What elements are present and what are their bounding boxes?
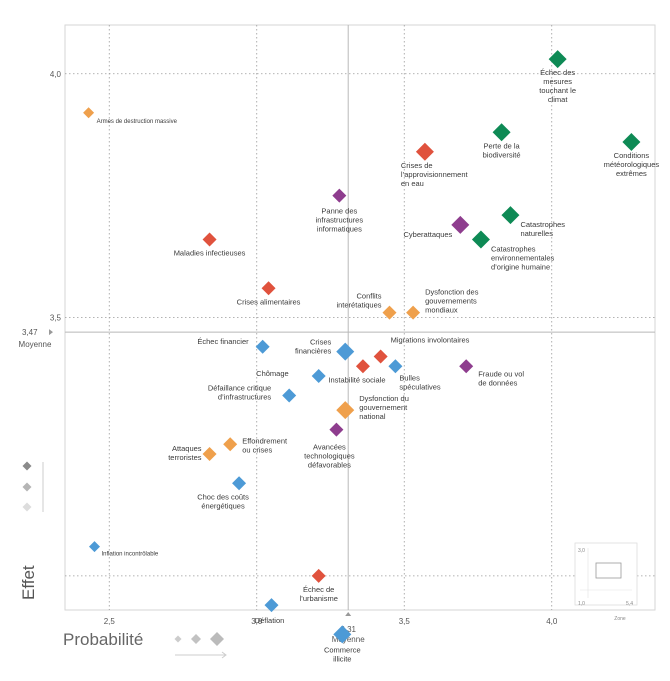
label-choc-des-couts-energetiques: Choc des coûts énergétiques xyxy=(197,492,249,510)
effect-legend-diamond xyxy=(22,482,32,492)
point-defaillance-critique-d-infrastructures[interactable] xyxy=(282,388,297,403)
point-conditions-meteorologiques-extremes[interactable] xyxy=(622,133,641,151)
label-catastrophes-naturelles: Catastrophes naturelles xyxy=(520,220,565,238)
label-crises-alimentaires: Crises alimentaires xyxy=(237,297,301,306)
point-echec-de-l-urbanisme[interactable] xyxy=(311,568,326,583)
point-maladies-infectieuses[interactable] xyxy=(202,232,217,247)
zone-inset-x-label: 5,4 xyxy=(626,601,633,607)
grid-layer xyxy=(64,24,656,611)
point-migrations-involontaires[interactable] xyxy=(373,349,388,364)
effect-legend-diamond xyxy=(22,502,32,512)
point-echec-financier[interactable] xyxy=(255,339,270,354)
label-fraude-ou-vol-de-donnees: Fraude ou vol de données xyxy=(478,369,524,387)
point-attaques-terroristes[interactable] xyxy=(202,447,217,461)
label-echec-des-mesures-touchant-le-climat: Échec des mesures touchant le climat xyxy=(539,68,576,104)
y-mean-value: 3,47 xyxy=(22,328,38,337)
probability-legend-diamond xyxy=(191,634,201,644)
point-catastrophes-naturelles[interactable] xyxy=(501,206,520,225)
point-fraude-ou-vol-de-donnees[interactable] xyxy=(459,359,474,374)
x-tick-label: 3,0 xyxy=(251,617,263,626)
label-bulles-speculatives: Bulles spéculatives xyxy=(399,373,441,391)
point-bulles-speculatives[interactable] xyxy=(388,359,403,374)
label-crises-de-l-approvisionnement-en-eau: Crises de l’approvisionnement en eau xyxy=(401,161,469,188)
label-dysfonction-des-gouvernements-mondiaux: Dysfonction des gouvernements mondiaux xyxy=(425,288,479,315)
zone-inset-y-label: 3,0 xyxy=(578,548,585,554)
label-cyberattaques: Cyberattaques xyxy=(404,230,453,239)
label-echec-de-l-urbanisme: Échec de l’urbanisme xyxy=(300,585,338,603)
label-conditions-meteorologiques-extremes: Conditions météorologiques extrêmes xyxy=(604,151,660,178)
zone-inset xyxy=(574,542,638,606)
label-instabilite-sociale: Instabilité sociale xyxy=(328,375,385,384)
label-perte-de-la-biodiversite: Perte de la biodiversité xyxy=(483,141,521,159)
label-conflits-interetatiques: Conflits interétatiques xyxy=(336,292,381,310)
zone-inset-window xyxy=(595,562,622,579)
point-crises-de-l-approvisionnement-en-eau[interactable] xyxy=(415,142,434,161)
label-panne-des-infrastructures-informatiques: Panne des infrastructures informatiques xyxy=(316,207,364,234)
label-inflation-incontrolable: Inflation incontrôlable xyxy=(102,552,159,558)
label-maladies-infectieuses: Maladies infectieuses xyxy=(174,249,246,258)
label-catastrophes-environnementales-d-origine-humaine: Catastrophes environnementales d’origine h… xyxy=(491,245,555,272)
zone-inset-caption: Zone xyxy=(614,616,626,622)
x-mean-arrow-icon xyxy=(345,612,352,616)
data-points xyxy=(83,50,641,644)
label-migrations-involontaires: Migrations involontaires xyxy=(391,336,470,345)
data-labels: Échec des mesures touchant le climat Conditi… xyxy=(97,68,660,663)
point-crises-alimentaires[interactable] xyxy=(261,281,276,296)
point-armes-de-destruction-massive[interactable] xyxy=(83,107,95,119)
x-tick-label: 3,5 xyxy=(399,617,411,626)
zone-inset-y-label: 1,0 xyxy=(578,601,585,607)
y-axis-title: Effet xyxy=(19,565,38,600)
point-perte-de-la-biodiversite[interactable] xyxy=(492,123,511,142)
point-dysfonction-du-gouvernement-national[interactable] xyxy=(336,401,355,420)
legends: Effet Probabilité 3,0 1,0 5,4 Zone xyxy=(19,461,638,659)
label-echec-financier: Échec financier xyxy=(197,337,249,346)
label-chomage: Chômage xyxy=(256,369,289,378)
point-echec-des-mesures-touchant-le-climat[interactable] xyxy=(548,50,567,69)
y-tick-label: 4,0 xyxy=(50,70,62,79)
label-deflation: Déflation xyxy=(255,616,285,625)
point-avancees-technologiques-defavorables[interactable] xyxy=(329,422,344,437)
y-tick-label: 3,5 xyxy=(50,314,62,323)
point-commerce-illicite[interactable] xyxy=(333,625,352,644)
point-effondrement-ou-crises[interactable] xyxy=(223,437,238,452)
effect-legend-diamond xyxy=(22,461,32,471)
point-catastrophes-environnementales-d-origine-humaine[interactable] xyxy=(471,230,490,249)
point-panne-des-infrastructures-informatiques[interactable] xyxy=(332,188,347,203)
probability-legend-diamond xyxy=(174,635,182,643)
label-crises-financieres: Crises financières xyxy=(295,338,332,356)
x-tick-label: 2,5 xyxy=(104,617,116,626)
point-choc-des-couts-energetiques[interactable] xyxy=(232,476,247,491)
x-tick-label: 4,0 xyxy=(546,617,558,626)
point-conflits-interetatiques[interactable] xyxy=(382,305,397,320)
label-defaillance-critique-d-infrastructures: Défaillance critique d’infrastructures xyxy=(208,384,272,402)
probability-legend-arrow-icon xyxy=(221,651,227,659)
x-mean-caption: Moyenne xyxy=(332,635,365,644)
tick-labels: 2,5 3,0 3,5 4,0 3,5 4,0 xyxy=(50,70,558,626)
probability-legend-diamond xyxy=(210,632,224,646)
label-attaques-terroristes: Attaques terroristes xyxy=(168,444,202,462)
label-avancees-technologiques-defavorables: Avancées technologiques défavorables xyxy=(304,443,355,470)
point-dysfonction-des-gouvernements-mondiaux[interactable] xyxy=(406,305,421,320)
point-crises-financieres[interactable] xyxy=(336,342,355,361)
point-cyberattaques[interactable] xyxy=(451,215,470,234)
label-commerce-illicite: Commerce illicite xyxy=(324,645,361,663)
y-mean-caption: Moyenne xyxy=(19,340,52,349)
label-effondrement-ou-crises: Effondrement ou crises xyxy=(242,436,288,454)
point-deflation[interactable] xyxy=(264,598,279,613)
label-dysfonction-du-gouvernement-national: Dysfonction du gouvernement national xyxy=(359,394,409,421)
y-mean-arrow-icon xyxy=(49,329,53,336)
x-axis-title: Probabilité xyxy=(63,630,143,649)
x-mean-value: 3,31 xyxy=(340,625,356,634)
point-inflation-incontrolable[interactable] xyxy=(89,541,100,553)
point-instabilite-sociale[interactable] xyxy=(355,359,370,374)
point-chomage[interactable] xyxy=(311,369,326,383)
label-armes-de-destruction-massive: Armes de destruction massive xyxy=(97,119,178,125)
